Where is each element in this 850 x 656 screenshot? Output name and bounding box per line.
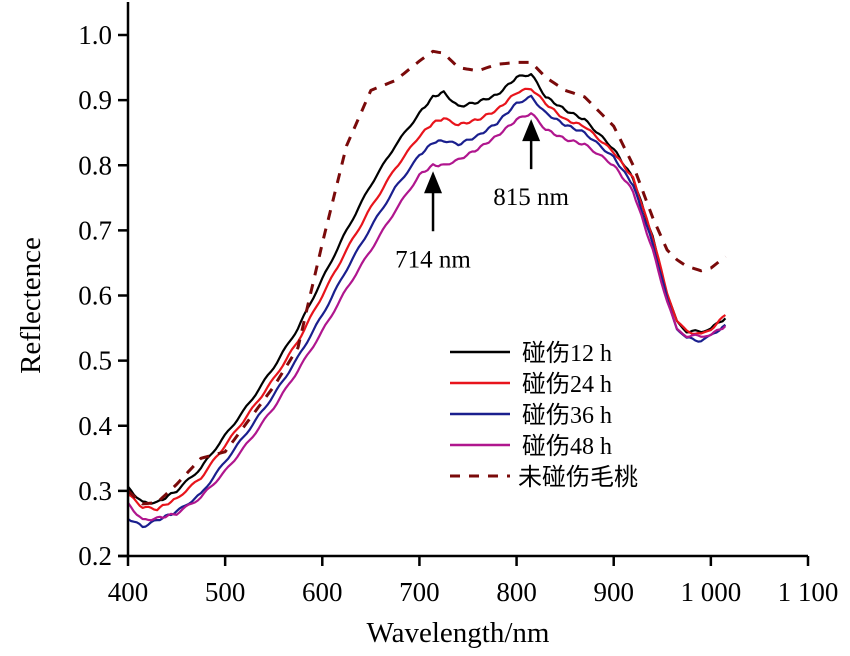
y-axis-title: Reflectence — [15, 237, 47, 374]
y-tick-label: 0.5 — [78, 346, 112, 376]
x-tick-label: 800 — [496, 577, 537, 607]
x-tick-label: 600 — [302, 577, 343, 607]
annotation-label: 815 nm — [493, 184, 569, 211]
series-line-3 — [127, 94, 727, 529]
legend-label: 未碰伤毛桃 — [518, 464, 638, 491]
x-axis-title: Wavelength/nm — [367, 617, 550, 649]
series-line-1 — [127, 73, 727, 505]
y-tick-label: 0.9 — [78, 85, 112, 115]
x-tick-label: 900 — [593, 577, 634, 607]
annotations: 714 nm 815 nm — [395, 119, 570, 273]
annotation-label: 714 nm — [395, 246, 471, 273]
legend-item: 碰伤24 h — [450, 371, 612, 398]
legend-item: 未碰伤毛桃 — [450, 464, 638, 491]
annotation-714-nm: 714 nm — [395, 171, 471, 273]
y-tick-label: 0.6 — [78, 281, 112, 311]
legend-label: 碰伤12 h — [522, 340, 612, 367]
arrow-up-icon — [424, 171, 443, 194]
y-tick-label: 0.2 — [78, 541, 112, 571]
series-line-5 — [126, 49, 727, 506]
y-tick-label: 1.0 — [78, 20, 112, 50]
axes: 0.2 0.3 0.4 0.5 0.6 0.7 0.8 0.9 1.0 400 500 600 700 8… — [78, 2, 838, 607]
x-tick-label: 1 000 — [680, 577, 741, 607]
annotation-815-nm: 815 nm — [493, 119, 570, 211]
x-tick-label: 700 — [399, 577, 440, 607]
legend-label: 碰伤48 h — [522, 433, 612, 460]
x-tick-label: 1 100 — [778, 577, 839, 607]
plot-lines — [126, 49, 727, 529]
series-line-2 — [127, 87, 727, 512]
legend-label: 碰伤24 h — [522, 371, 612, 398]
y-tick-label: 0.8 — [78, 150, 112, 180]
legend-item: 碰伤48 h — [450, 433, 612, 460]
x-tick-label: 400 — [108, 577, 149, 607]
series-line-4 — [127, 112, 727, 522]
arrow-up-icon — [522, 119, 541, 142]
x-tick-label: 500 — [205, 577, 246, 607]
legend: 碰伤12 h 碰伤24 h 碰伤36 h 碰伤48 h 未碰伤毛桃 — [450, 340, 638, 491]
y-tick-label: 0.4 — [78, 411, 112, 441]
y-tick-label: 0.3 — [78, 476, 112, 506]
legend-label: 碰伤36 h — [522, 402, 612, 429]
y-tick-label: 0.7 — [78, 215, 112, 245]
legend-item: 碰伤36 h — [450, 402, 612, 429]
legend-item: 碰伤12 h — [450, 340, 612, 367]
